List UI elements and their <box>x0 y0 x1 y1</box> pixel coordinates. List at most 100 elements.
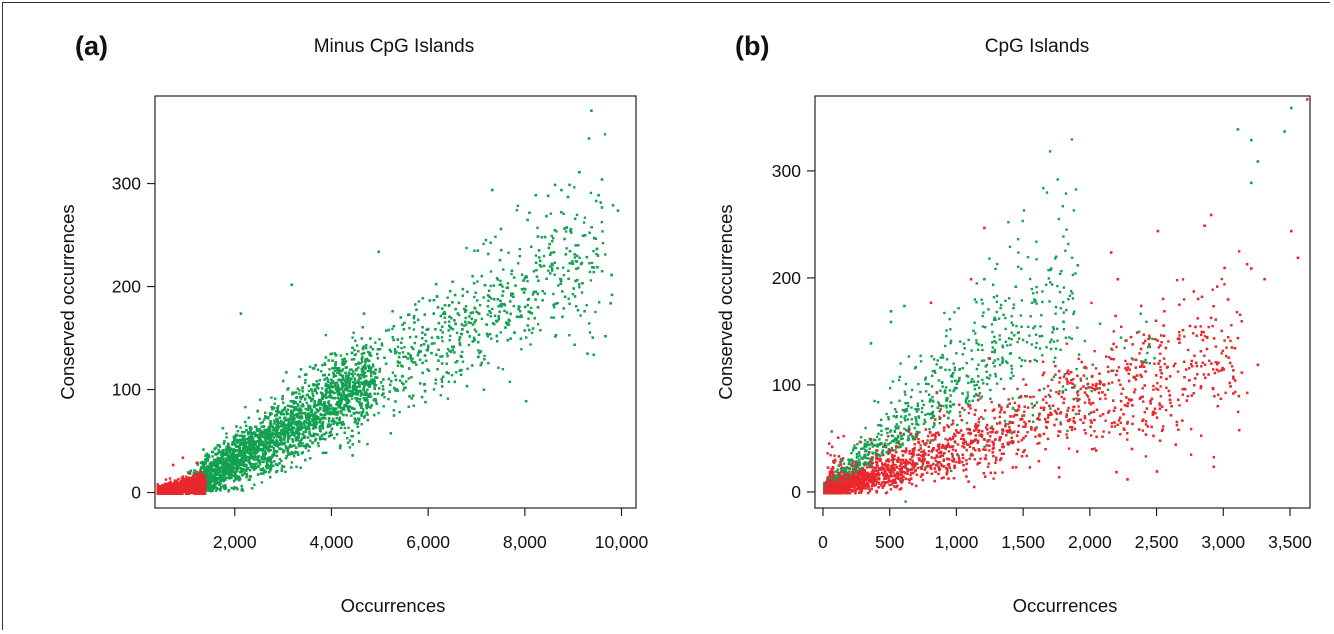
green-point <box>426 348 429 352</box>
green-point <box>304 379 307 382</box>
green-point <box>522 279 525 282</box>
green-point <box>334 374 338 378</box>
green-point <box>280 430 283 433</box>
green-point <box>210 461 213 464</box>
green-point <box>243 435 246 438</box>
green-point <box>312 432 316 435</box>
green-point <box>211 487 214 490</box>
green-point <box>294 446 298 449</box>
green-point <box>240 462 243 466</box>
green-point <box>329 408 332 411</box>
green-point <box>227 462 231 466</box>
green-point <box>285 427 288 430</box>
green-point <box>423 313 426 316</box>
green-point <box>232 449 236 452</box>
green-point <box>487 299 490 302</box>
green-point <box>451 348 454 351</box>
green-point <box>244 445 247 448</box>
green-point <box>218 474 222 477</box>
green-point <box>210 490 213 493</box>
green-point <box>549 272 552 275</box>
green-point <box>568 302 571 305</box>
green-point <box>291 411 294 415</box>
green-point <box>312 383 315 386</box>
green-point <box>291 428 294 431</box>
green-point <box>552 292 555 296</box>
green-point <box>225 445 228 448</box>
green-point <box>308 396 311 399</box>
green-point <box>224 486 227 489</box>
green-point <box>248 444 251 447</box>
green-point <box>338 406 341 409</box>
green-point <box>314 423 317 426</box>
green-point <box>333 420 336 423</box>
green-point <box>421 361 424 365</box>
green-point <box>350 377 353 381</box>
green-point <box>245 467 248 471</box>
green-point <box>339 373 343 377</box>
green-point <box>451 301 454 304</box>
green-point <box>316 368 320 371</box>
green-point <box>531 327 535 330</box>
green-point <box>362 347 365 351</box>
green-point <box>490 337 493 340</box>
green-point <box>235 464 239 467</box>
green-point <box>205 489 209 492</box>
green-point <box>330 378 333 381</box>
green-point <box>268 443 271 446</box>
green-point <box>434 378 437 381</box>
green-point <box>392 338 395 342</box>
green-point <box>483 358 486 361</box>
green-point <box>241 434 244 437</box>
green-point <box>301 403 304 406</box>
green-point <box>368 367 371 370</box>
green-point <box>224 448 227 451</box>
green-point <box>262 454 266 458</box>
green-point <box>574 217 577 220</box>
green-point <box>374 398 377 401</box>
green-point <box>235 476 238 479</box>
green-point <box>420 395 424 399</box>
green-point <box>383 356 386 359</box>
green-point <box>367 382 370 386</box>
green-point <box>578 256 581 259</box>
green-point <box>408 326 411 330</box>
green-point <box>360 406 363 409</box>
green-point <box>346 437 349 440</box>
green-point <box>328 388 331 391</box>
green-point <box>302 444 306 448</box>
green-point <box>294 436 298 439</box>
green-point <box>328 404 331 408</box>
green-point <box>242 464 245 468</box>
green-point <box>460 368 463 372</box>
green-point <box>364 363 367 366</box>
green-point <box>275 429 279 433</box>
green-point <box>486 305 490 308</box>
green-point <box>289 431 292 434</box>
green-point <box>273 402 276 405</box>
green-point <box>297 442 301 446</box>
green-point <box>550 316 553 319</box>
green-point <box>246 456 250 459</box>
green-point <box>249 456 253 459</box>
green-point <box>317 382 320 386</box>
green-point <box>352 358 356 361</box>
green-point <box>601 230 604 233</box>
green-point <box>334 366 337 369</box>
green-point <box>308 445 311 448</box>
green-point <box>332 366 335 370</box>
green-point <box>367 350 370 354</box>
green-point <box>552 303 555 307</box>
green-point <box>274 433 278 437</box>
green-point <box>324 356 328 359</box>
green-point <box>291 391 294 394</box>
green-point <box>303 436 307 439</box>
green-point <box>526 279 529 283</box>
green-point <box>439 394 442 397</box>
green-point <box>448 326 452 329</box>
green-point <box>423 383 426 386</box>
green-point <box>223 464 226 467</box>
green-point <box>476 280 479 283</box>
green-point <box>329 385 333 389</box>
green-point <box>363 381 366 384</box>
